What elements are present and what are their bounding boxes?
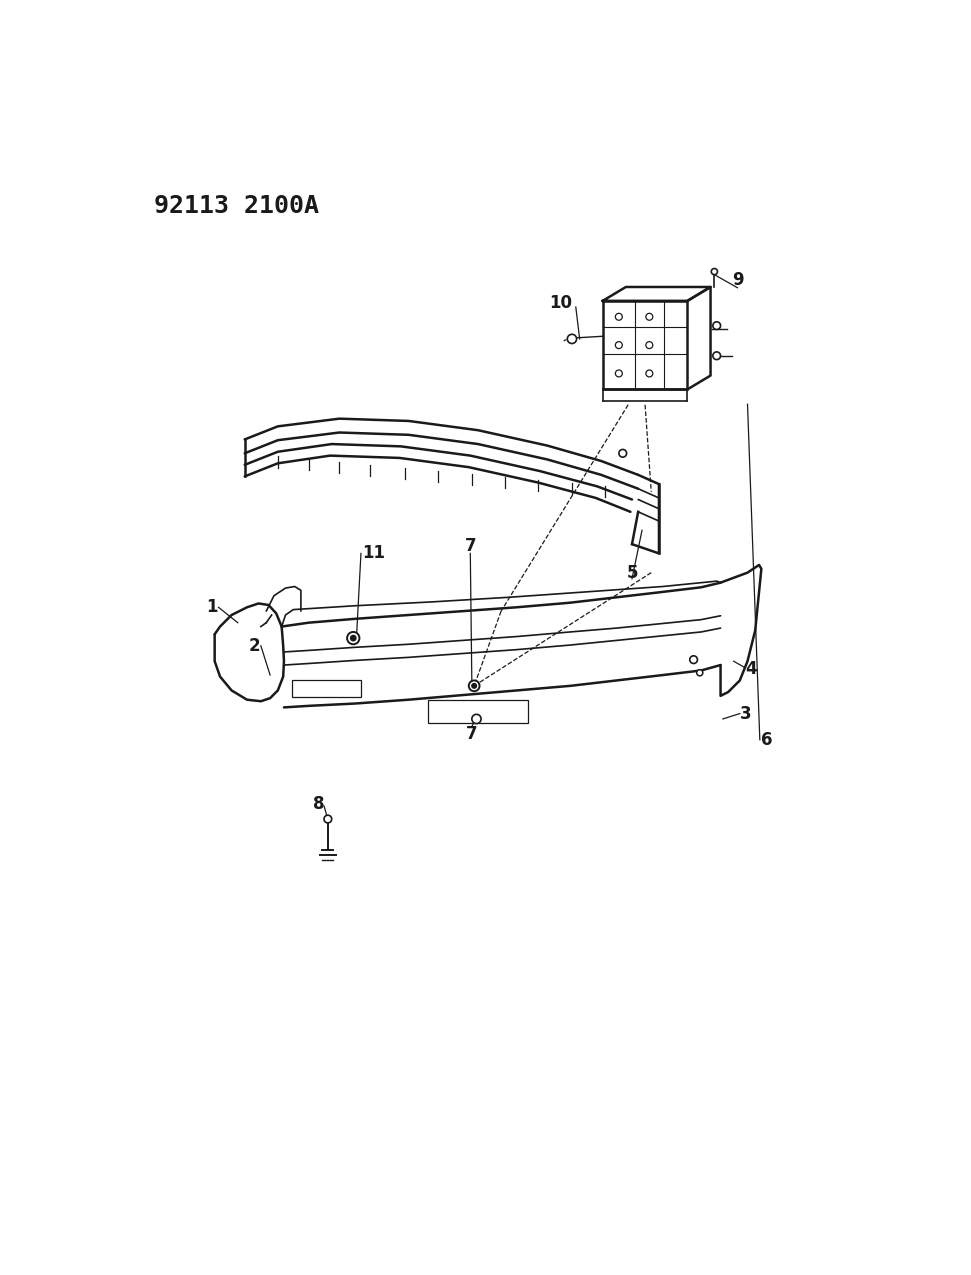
Circle shape	[712, 269, 718, 274]
FancyBboxPatch shape	[428, 700, 528, 723]
Circle shape	[616, 370, 622, 377]
Text: 10: 10	[549, 295, 572, 312]
Circle shape	[567, 334, 577, 343]
Circle shape	[713, 352, 720, 360]
Circle shape	[713, 321, 720, 329]
Text: 3: 3	[740, 705, 752, 723]
Circle shape	[616, 314, 622, 320]
Circle shape	[646, 370, 653, 377]
Text: 7: 7	[466, 725, 478, 743]
Circle shape	[619, 450, 626, 458]
Text: 6: 6	[761, 731, 773, 748]
Circle shape	[689, 655, 697, 663]
Circle shape	[351, 635, 356, 641]
Circle shape	[646, 314, 653, 320]
Circle shape	[646, 342, 653, 348]
Circle shape	[472, 714, 481, 724]
Circle shape	[469, 681, 480, 691]
Text: 92113 2100A: 92113 2100A	[153, 194, 318, 218]
FancyBboxPatch shape	[291, 681, 361, 697]
Text: 2: 2	[249, 636, 260, 655]
Text: 7: 7	[464, 537, 476, 555]
Circle shape	[324, 815, 332, 822]
Text: 8: 8	[313, 794, 324, 812]
Text: 4: 4	[746, 660, 757, 678]
Circle shape	[347, 632, 359, 644]
Text: 5: 5	[626, 564, 638, 581]
Text: 9: 9	[732, 272, 744, 289]
Circle shape	[696, 669, 703, 676]
Text: 1: 1	[207, 598, 218, 616]
Circle shape	[472, 683, 477, 689]
Text: 11: 11	[362, 544, 385, 562]
Circle shape	[616, 342, 622, 348]
